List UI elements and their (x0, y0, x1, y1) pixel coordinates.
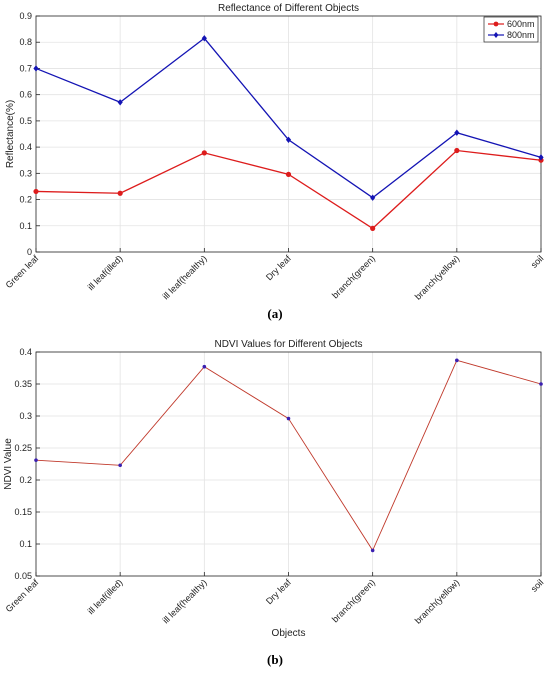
chart-a: 0 0.1 0.2 0.3 0.4 0.5 0.6 0.7 0.8 0.9 Green leaf il… (4, 3, 546, 321)
data-point (455, 358, 459, 363)
data-point (118, 463, 122, 468)
data-point (370, 548, 375, 553)
data-point (370, 194, 376, 201)
x-tick-label: ill leaf(healthy) (161, 577, 209, 625)
y-tick-label: 0.5 (19, 116, 32, 126)
data-point (33, 65, 39, 72)
chart-title: Reflectance of Different Objects (218, 3, 359, 14)
y-tick-label: 0.3 (19, 168, 32, 178)
x-tick-label: Green leaf (4, 577, 41, 614)
data-point (539, 382, 543, 386)
data-point (34, 458, 38, 462)
data-point (285, 171, 292, 177)
x-tick-label: ill leaf(healthy) (161, 253, 209, 301)
x-tick-label: soil (529, 577, 546, 594)
chart-title: NDVI Values for Different Objects (214, 339, 362, 350)
legend-label: 600nm (507, 19, 535, 29)
data-point (33, 188, 39, 195)
x-tick-label: branch(yellow) (413, 253, 461, 301)
y-tick-label: 0 (27, 247, 32, 257)
data-point (286, 416, 291, 421)
data-point (202, 364, 207, 369)
y-axis-label: Reflectance(%) (5, 100, 16, 168)
legend-marker (493, 21, 499, 27)
x-tick-label: Dry leaf (264, 577, 293, 606)
data-point (201, 150, 207, 156)
y-tick-label: 0.2 (19, 195, 32, 205)
x-tick-label: ill leaf(illed) (86, 253, 125, 292)
data-point (117, 99, 123, 106)
data-point (454, 147, 460, 154)
data-point (370, 225, 376, 231)
figure-caption: (a) (267, 306, 282, 321)
y-axis-label: NDVI Value (3, 438, 14, 490)
x-tick-label: ill leaf(illed) (86, 577, 125, 616)
y-tick-label: 0.4 (19, 142, 32, 152)
chart-b: 0.05 0.1 0.15 0.2 0.25 0.3 0.35 0.4 Green leaf il… (3, 339, 545, 667)
legend-label: 800nm (507, 30, 535, 40)
x-axis-label: Objects (272, 628, 306, 639)
y-tick-label: 0.05 (14, 571, 32, 581)
y-tick-label: 0.35 (14, 379, 32, 389)
y-tick-label: 0.3 (19, 411, 32, 421)
x-tick-label: branch(yellow) (413, 577, 461, 625)
y-tick-label: 0.9 (19, 11, 32, 21)
y-tick-label: 0.6 (19, 90, 32, 100)
y-tick-label: 0.4 (19, 347, 32, 357)
x-tick-label: Green leaf (4, 253, 41, 290)
figure-caption: (b) (267, 652, 283, 667)
data-point (117, 190, 123, 196)
data-point (285, 136, 292, 143)
y-tick-label: 0.25 (14, 443, 32, 453)
y-tick-label: 0.15 (14, 507, 32, 517)
x-tick-label: soil (529, 253, 546, 270)
legend-box (483, 16, 539, 43)
x-tick-label: Dry leaf (264, 253, 293, 282)
legend-marker (493, 32, 499, 38)
data-point (201, 35, 207, 42)
y-tick-label: 0.1 (19, 539, 32, 549)
y-tick-label: 0.1 (19, 221, 32, 231)
data-point (538, 154, 544, 161)
y-tick-label: 0.2 (19, 475, 32, 485)
y-tick-label: 0.7 (19, 63, 32, 73)
x-tick-label: branch(green) (330, 577, 377, 624)
y-tick-label: 0.8 (19, 37, 32, 47)
data-point (454, 129, 460, 136)
x-tick-label: branch(green) (330, 253, 377, 300)
